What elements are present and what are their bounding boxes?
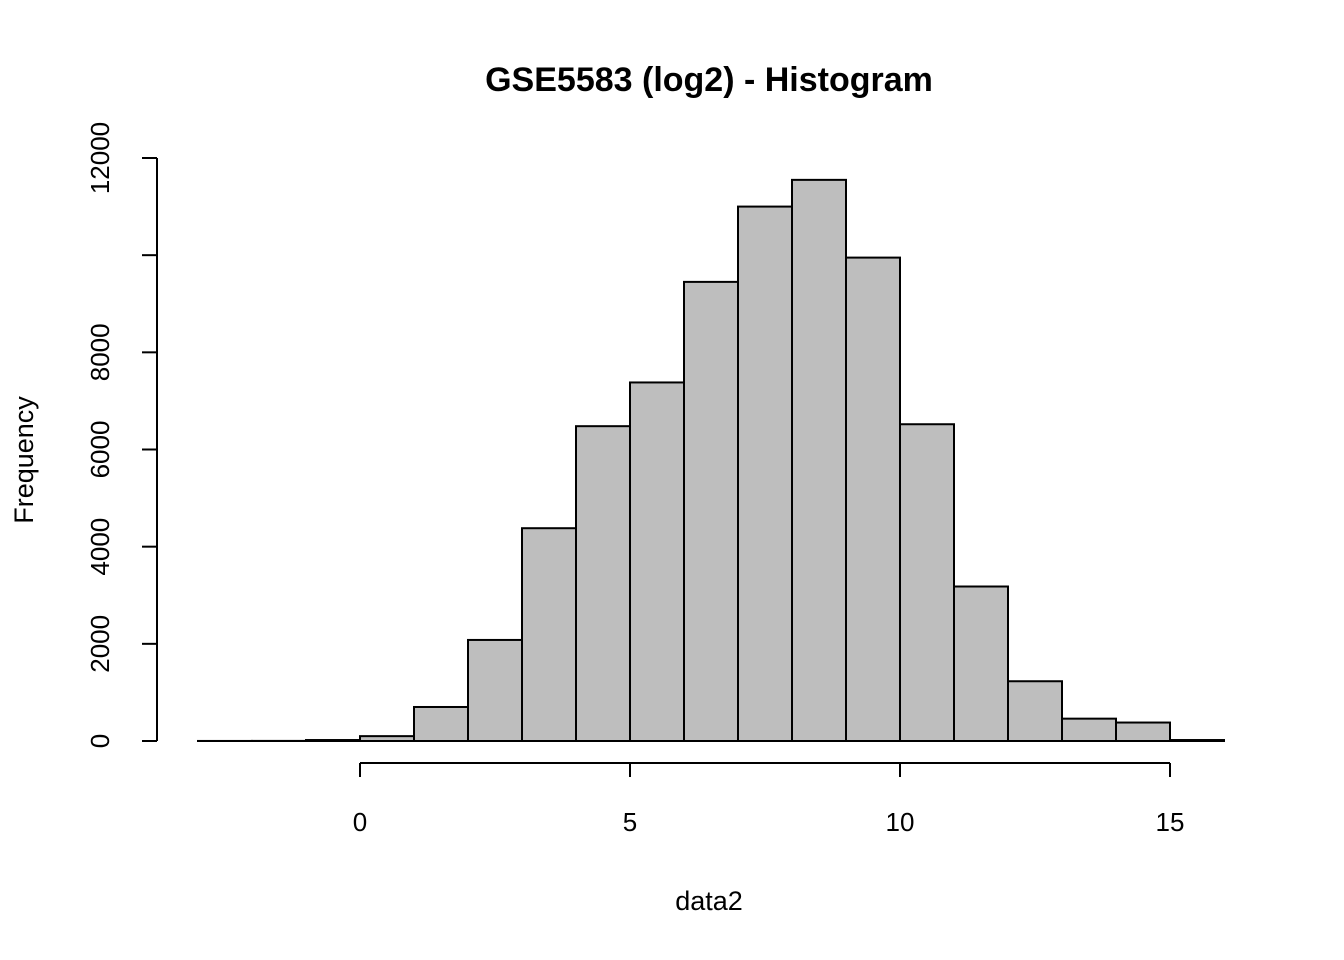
histogram-bar-13: [899, 423, 955, 742]
y-tick-label-12000: 12000: [85, 122, 115, 194]
histogram-bar-4: [413, 705, 469, 742]
histogram-bar-11: [791, 178, 847, 743]
histogram-bar-17: [1115, 721, 1171, 742]
x-axis: 0 5 10 15: [353, 762, 1185, 837]
histogram-bar-12: [845, 256, 901, 742]
x-tick-label-10: 10: [886, 807, 915, 837]
histogram-bar-15: [1007, 680, 1063, 742]
x-tick-label-5: 5: [623, 807, 637, 837]
histogram-bar-5: [467, 638, 523, 742]
histogram-bar-9: [683, 280, 739, 742]
histogram-bar-3: [359, 735, 415, 742]
x-tick-label-15: 15: [1156, 807, 1185, 837]
histogram-bars: [197, 178, 1225, 743]
chart-title: GSE5583 (log2) - Histogram: [485, 61, 933, 99]
y-tick-label-8000: 8000: [85, 323, 115, 381]
y-tick-label-6000: 6000: [85, 421, 115, 479]
histogram-bar-6: [521, 527, 577, 743]
histogram-bar-10: [737, 205, 793, 743]
histogram-bar-7: [575, 425, 631, 742]
histogram-bar-2: [305, 739, 361, 742]
histogram-bar-14: [953, 585, 1009, 742]
y-axis: 0 2000 4000 6000 8000 12000: [85, 122, 158, 748]
histogram-bar-18: [1169, 739, 1225, 742]
y-tick-label-0: 0: [85, 734, 115, 748]
y-tick-label-4000: 4000: [85, 518, 115, 576]
histogram-bar-16: [1061, 717, 1117, 743]
y-axis-label: Frequency: [9, 396, 39, 524]
x-axis-label: data2: [675, 886, 743, 916]
y-tick-label-2000: 2000: [85, 615, 115, 673]
x-tick-label-0: 0: [353, 807, 367, 837]
histogram-bar-8: [629, 381, 685, 742]
